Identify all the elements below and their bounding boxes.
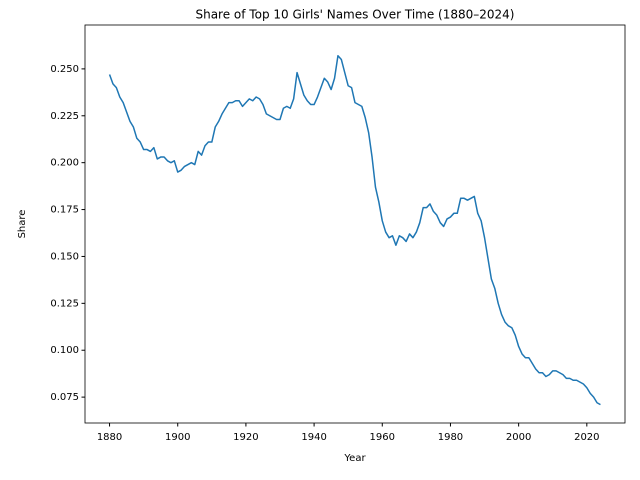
data-line <box>108 55 601 406</box>
y-tick-label: 0.100 <box>50 345 79 356</box>
y-tick-label: 0.125 <box>50 298 79 309</box>
y-tick-label: 0.225 <box>50 111 79 122</box>
x-tick-label: 1880 <box>97 432 122 443</box>
x-tick-label: 2000 <box>506 432 531 443</box>
x-tick-label: 1900 <box>165 432 190 443</box>
y-tick-label: 0.250 <box>50 64 79 75</box>
y-tick-label: 0.175 <box>50 205 79 216</box>
x-tick-label: 1940 <box>301 432 326 443</box>
chart-title: Share of Top 10 Girls' Names Over Time (… <box>195 8 514 22</box>
x-tick-label: 1960 <box>370 432 395 443</box>
plot-frame <box>84 24 626 424</box>
x-axis-label: Year <box>343 453 366 464</box>
y-axis-label: Share <box>17 210 28 239</box>
x-tick-label: 1980 <box>438 432 463 443</box>
x-tick-label: 2020 <box>574 432 599 443</box>
x-tick-label: 1920 <box>233 432 258 443</box>
y-tick-label: 0.200 <box>50 158 79 169</box>
y-tick-label: 0.075 <box>50 392 79 403</box>
y-tick-label: 0.150 <box>50 251 79 262</box>
